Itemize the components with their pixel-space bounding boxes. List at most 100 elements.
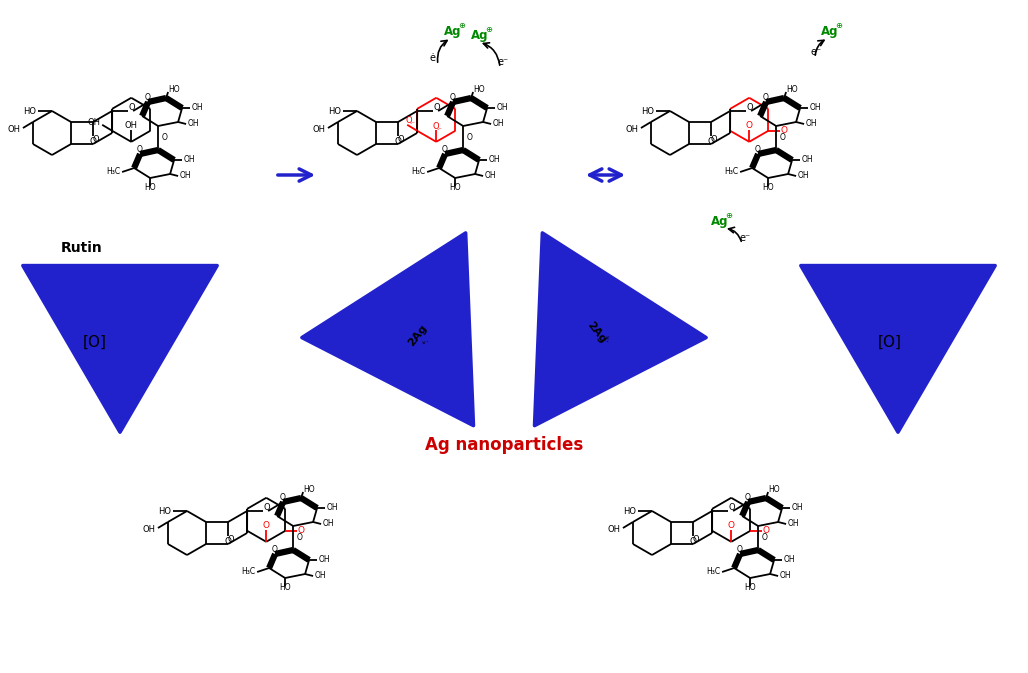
Text: O: O [746, 104, 754, 112]
Text: HO: HO [744, 583, 756, 592]
Text: O: O [406, 116, 412, 125]
Text: OH: OH [180, 172, 192, 180]
Text: HO: HO [449, 184, 461, 192]
Text: OH: OH [319, 555, 331, 565]
Text: HO: HO [303, 485, 315, 495]
Text: OH: OH [323, 520, 335, 528]
Text: HO: HO [144, 184, 156, 192]
Text: ·⁻: ·⁻ [409, 120, 415, 127]
Text: OH: OH [802, 155, 814, 164]
Text: O: O [441, 145, 447, 153]
Text: H₃C: H₃C [106, 168, 120, 176]
Text: OH: OH [780, 571, 792, 581]
Text: Ag: Ag [471, 28, 488, 42]
Text: O: O [144, 92, 150, 102]
Text: O: O [280, 493, 285, 501]
Text: OH: OH [810, 104, 821, 112]
Text: OH: OH [184, 155, 195, 164]
Text: O: O [296, 534, 302, 542]
Text: OH: OH [87, 118, 100, 127]
Text: HO: HO [768, 485, 779, 495]
Text: O: O [263, 522, 269, 530]
Text: OH: OH [192, 104, 204, 112]
Text: O: O [761, 534, 767, 542]
Text: O: O [398, 135, 404, 143]
Text: [O]: [O] [878, 334, 902, 349]
Text: OH: OH [316, 571, 327, 581]
Text: [O]: [O] [83, 334, 107, 349]
Text: HO: HO [641, 106, 654, 116]
Text: HO: HO [158, 507, 171, 516]
Text: HO: HO [169, 85, 180, 94]
Text: e⁻: e⁻ [498, 57, 509, 67]
Text: H₃C: H₃C [411, 168, 426, 176]
Text: HO: HO [763, 184, 774, 192]
Text: OH: OH [798, 172, 810, 180]
Text: e⁻: e⁻ [810, 47, 821, 57]
Text: H₃C: H₃C [241, 567, 255, 577]
Text: OH: OH [124, 121, 138, 131]
Text: O: O [710, 135, 718, 143]
Text: OH: OH [188, 120, 199, 129]
Text: O: O [779, 133, 785, 143]
Text: O: O [89, 137, 97, 147]
Text: O: O [728, 522, 735, 530]
Text: OH: OH [498, 104, 509, 112]
Text: O: O [433, 122, 440, 131]
Text: O: O [161, 133, 167, 143]
Text: Ag: Ag [821, 26, 839, 38]
Text: O: O [745, 121, 752, 131]
Text: O: O [434, 104, 440, 112]
Text: OH: OH [806, 120, 817, 129]
Text: O: O [264, 503, 270, 513]
Text: Rutin: Rutin [61, 241, 103, 255]
Text: O: O [693, 534, 699, 544]
Text: OH: OH [485, 172, 497, 180]
Text: O: O [690, 538, 697, 546]
Text: ⊕: ⊕ [836, 22, 843, 30]
Text: HO: HO [23, 106, 36, 116]
Text: ⁺·: ⁺· [598, 334, 612, 347]
Text: ⊕: ⊕ [726, 211, 733, 221]
Text: O: O [128, 104, 136, 112]
Text: OH: OH [143, 524, 156, 534]
Text: ⊕: ⊕ [458, 22, 466, 30]
Text: O: O [271, 544, 277, 553]
Text: OH: OH [608, 524, 621, 534]
Text: O: O [395, 137, 402, 147]
Text: OH: OH [788, 520, 800, 528]
Text: HO: HO [623, 507, 636, 516]
Text: O: O [736, 544, 742, 553]
Text: OH: OH [793, 503, 804, 513]
Text: Ag: Ag [444, 26, 462, 38]
Text: O: O [744, 493, 750, 501]
Text: O: O [707, 137, 714, 147]
Text: OH: OH [489, 155, 501, 164]
Text: O: O [763, 526, 770, 535]
Text: HO: HO [786, 85, 798, 94]
Text: O: O [93, 135, 100, 143]
Text: O: O [755, 145, 760, 153]
Text: H₃C: H₃C [706, 567, 720, 577]
Text: OH: OH [8, 125, 21, 133]
Text: O: O [298, 526, 304, 535]
Text: OH: OH [784, 555, 796, 565]
Text: 2Ag: 2Ag [407, 322, 430, 348]
Text: Ag: Ag [711, 215, 729, 229]
Text: O: O [762, 92, 768, 102]
Text: H₃C: H₃C [724, 168, 738, 176]
Text: O: O [136, 145, 142, 153]
Text: ⊕: ⊕ [485, 24, 492, 34]
Text: ⁺·: ⁺· [420, 336, 434, 349]
Text: O: O [729, 503, 735, 513]
Text: HO: HO [280, 583, 291, 592]
Text: O: O [466, 133, 472, 143]
Text: HO: HO [473, 85, 485, 94]
Text: OH: OH [313, 125, 326, 133]
Text: Ag nanoparticles: Ag nanoparticles [425, 436, 583, 454]
Text: e⁻: e⁻ [739, 233, 750, 243]
Text: OH: OH [626, 125, 639, 133]
Text: O: O [224, 538, 231, 546]
Text: ·⁻: ·⁻ [436, 127, 442, 133]
Text: OH: OH [327, 503, 339, 513]
